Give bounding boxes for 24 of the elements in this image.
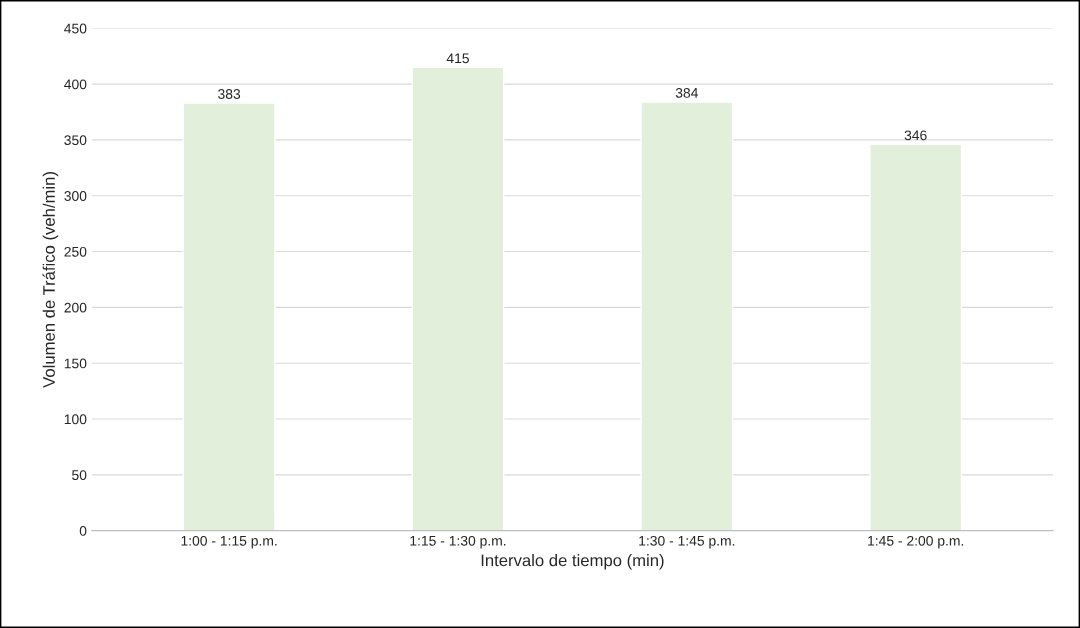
data-label: 415 <box>446 53 469 64</box>
bar <box>411 66 505 531</box>
y-axis-title: Volumen de Tráfico (veh/min) <box>42 172 59 388</box>
data-label: 346 <box>904 130 927 141</box>
data-label: 383 <box>218 89 241 99</box>
x-tick-label: 1:00 - 1:15 p.m. <box>181 535 277 549</box>
y-tick-label: 250 <box>64 246 87 257</box>
y-tick-label: 150 <box>64 358 87 369</box>
bar <box>640 101 734 531</box>
y-tick-label: 350 <box>64 135 87 146</box>
y-tick-label: 200 <box>64 302 87 313</box>
x-axis-title: Intervalo de tiempo (min) <box>481 554 664 570</box>
y-tick-label: 100 <box>64 414 87 425</box>
y-tick-label: 50 <box>72 470 87 481</box>
y-tick-label: 400 <box>64 79 87 90</box>
x-tick-label: 1:45 - 2:00 p.m. <box>868 535 964 549</box>
x-tick-label: 1:15 - 1:30 p.m. <box>410 535 506 549</box>
y-tick-label: 0 <box>79 525 87 536</box>
x-tick-label: 1:30 - 1:45 p.m. <box>639 535 735 549</box>
data-label: 384 <box>675 87 699 98</box>
y-tick-label: 450 <box>64 23 87 34</box>
y-tick-label: 300 <box>64 191 87 201</box>
bar <box>182 102 276 531</box>
bar <box>869 143 963 531</box>
